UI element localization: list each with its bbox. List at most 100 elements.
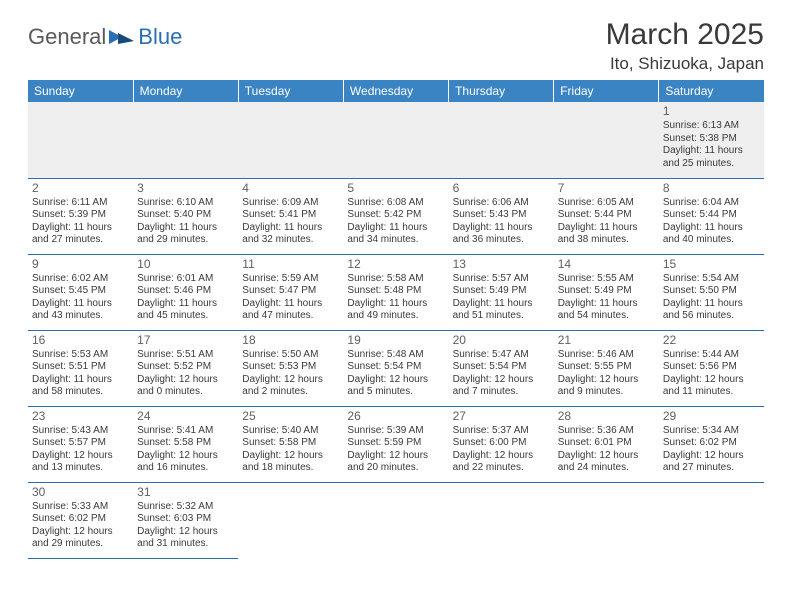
daylight-text: Daylight: 12 hours and 7 minutes. bbox=[453, 374, 550, 399]
calendar-cell: 14Sunrise: 5:55 AMSunset: 5:49 PMDayligh… bbox=[554, 254, 659, 330]
day-number: 30 bbox=[32, 485, 129, 500]
logo-text-1: General bbox=[28, 24, 106, 50]
calendar-cell: 25Sunrise: 5:40 AMSunset: 5:58 PMDayligh… bbox=[238, 406, 343, 482]
sunrise-text: Sunrise: 5:40 AM bbox=[242, 425, 339, 438]
daylight-text: Daylight: 12 hours and 22 minutes. bbox=[453, 450, 550, 475]
sunset-text: Sunset: 5:38 PM bbox=[663, 133, 760, 146]
daylight-text: Daylight: 11 hours and 27 minutes. bbox=[32, 222, 129, 247]
sunset-text: Sunset: 5:57 PM bbox=[32, 437, 129, 450]
day-number: 20 bbox=[453, 333, 550, 348]
calendar-cell: 27Sunrise: 5:37 AMSunset: 6:00 PMDayligh… bbox=[449, 406, 554, 482]
daylight-text: Daylight: 12 hours and 27 minutes. bbox=[663, 450, 760, 475]
daylight-text: Daylight: 11 hours and 32 minutes. bbox=[242, 222, 339, 247]
calendar-cell: 17Sunrise: 5:51 AMSunset: 5:52 PMDayligh… bbox=[133, 330, 238, 406]
sunrise-text: Sunrise: 6:08 AM bbox=[347, 197, 444, 210]
calendar-cell bbox=[238, 102, 343, 178]
calendar-cell: 28Sunrise: 5:36 AMSunset: 6:01 PMDayligh… bbox=[554, 406, 659, 482]
sunrise-text: Sunrise: 6:05 AM bbox=[558, 197, 655, 210]
calendar-cell: 22Sunrise: 5:44 AMSunset: 5:56 PMDayligh… bbox=[659, 330, 764, 406]
day-number: 29 bbox=[663, 409, 760, 424]
calendar-cell: 10Sunrise: 6:01 AMSunset: 5:46 PMDayligh… bbox=[133, 254, 238, 330]
calendar-cell bbox=[133, 102, 238, 178]
sunset-text: Sunset: 5:40 PM bbox=[137, 209, 234, 222]
daylight-text: Daylight: 11 hours and 49 minutes. bbox=[347, 298, 444, 323]
calendar-cell: 15Sunrise: 5:54 AMSunset: 5:50 PMDayligh… bbox=[659, 254, 764, 330]
calendar-cell: 11Sunrise: 5:59 AMSunset: 5:47 PMDayligh… bbox=[238, 254, 343, 330]
day-number: 24 bbox=[137, 409, 234, 424]
sunrise-text: Sunrise: 6:10 AM bbox=[137, 197, 234, 210]
calendar-cell: 21Sunrise: 5:46 AMSunset: 5:55 PMDayligh… bbox=[554, 330, 659, 406]
sunrise-text: Sunrise: 5:32 AM bbox=[137, 501, 234, 514]
day-number: 28 bbox=[558, 409, 655, 424]
daylight-text: Daylight: 11 hours and 45 minutes. bbox=[137, 298, 234, 323]
day-number: 26 bbox=[347, 409, 444, 424]
sunset-text: Sunset: 5:41 PM bbox=[242, 209, 339, 222]
sunrise-text: Sunrise: 5:37 AM bbox=[453, 425, 550, 438]
sunset-text: Sunset: 5:52 PM bbox=[137, 361, 234, 374]
day-number: 13 bbox=[453, 257, 550, 272]
daylight-text: Daylight: 11 hours and 29 minutes. bbox=[137, 222, 234, 247]
sunset-text: Sunset: 5:44 PM bbox=[663, 209, 760, 222]
calendar-week-row: 9Sunrise: 6:02 AMSunset: 5:45 PMDaylight… bbox=[28, 254, 764, 330]
day-header: Tuesday bbox=[238, 80, 343, 102]
calendar-week-row: 1Sunrise: 6:13 AMSunset: 5:38 PMDaylight… bbox=[28, 102, 764, 178]
month-title: March 2025 bbox=[606, 18, 764, 52]
sunrise-text: Sunrise: 5:57 AM bbox=[453, 273, 550, 286]
day-number: 27 bbox=[453, 409, 550, 424]
day-header: Saturday bbox=[659, 80, 764, 102]
sunrise-text: Sunrise: 5:47 AM bbox=[453, 349, 550, 362]
daylight-text: Daylight: 12 hours and 13 minutes. bbox=[32, 450, 129, 475]
sunset-text: Sunset: 5:58 PM bbox=[137, 437, 234, 450]
day-header: Wednesday bbox=[343, 80, 448, 102]
day-number: 31 bbox=[137, 485, 234, 500]
title-block: March 2025 Ito, Shizuoka, Japan bbox=[606, 18, 764, 74]
sunrise-text: Sunrise: 6:06 AM bbox=[453, 197, 550, 210]
calendar-cell: 30Sunrise: 5:33 AMSunset: 6:02 PMDayligh… bbox=[28, 482, 133, 558]
day-header: Monday bbox=[133, 80, 238, 102]
sunset-text: Sunset: 5:58 PM bbox=[242, 437, 339, 450]
calendar-week-row: 2Sunrise: 6:11 AMSunset: 5:39 PMDaylight… bbox=[28, 178, 764, 254]
daylight-text: Daylight: 11 hours and 43 minutes. bbox=[32, 298, 129, 323]
day-number: 15 bbox=[663, 257, 760, 272]
sunrise-text: Sunrise: 5:46 AM bbox=[558, 349, 655, 362]
calendar-body: 1Sunrise: 6:13 AMSunset: 5:38 PMDaylight… bbox=[28, 102, 764, 558]
daylight-text: Daylight: 12 hours and 18 minutes. bbox=[242, 450, 339, 475]
day-number: 12 bbox=[347, 257, 444, 272]
calendar-cell: 6Sunrise: 6:06 AMSunset: 5:43 PMDaylight… bbox=[449, 178, 554, 254]
calendar-cell: 9Sunrise: 6:02 AMSunset: 5:45 PMDaylight… bbox=[28, 254, 133, 330]
daylight-text: Daylight: 11 hours and 40 minutes. bbox=[663, 222, 760, 247]
calendar-cell: 7Sunrise: 6:05 AMSunset: 5:44 PMDaylight… bbox=[554, 178, 659, 254]
sunset-text: Sunset: 5:55 PM bbox=[558, 361, 655, 374]
daylight-text: Daylight: 12 hours and 2 minutes. bbox=[242, 374, 339, 399]
sunset-text: Sunset: 5:49 PM bbox=[453, 285, 550, 298]
day-number: 17 bbox=[137, 333, 234, 348]
sunrise-text: Sunrise: 5:39 AM bbox=[347, 425, 444, 438]
day-number: 9 bbox=[32, 257, 129, 272]
day-header: Friday bbox=[554, 80, 659, 102]
logo: General Blue bbox=[28, 18, 182, 50]
sunset-text: Sunset: 6:02 PM bbox=[32, 513, 129, 526]
day-number: 14 bbox=[558, 257, 655, 272]
sunrise-text: Sunrise: 5:48 AM bbox=[347, 349, 444, 362]
sunrise-text: Sunrise: 5:44 AM bbox=[663, 349, 760, 362]
sunset-text: Sunset: 5:51 PM bbox=[32, 361, 129, 374]
calendar-cell: 23Sunrise: 5:43 AMSunset: 5:57 PMDayligh… bbox=[28, 406, 133, 482]
calendar-cell: 18Sunrise: 5:50 AMSunset: 5:53 PMDayligh… bbox=[238, 330, 343, 406]
sunrise-text: Sunrise: 5:54 AM bbox=[663, 273, 760, 286]
day-header: Thursday bbox=[449, 80, 554, 102]
calendar-week-row: 16Sunrise: 5:53 AMSunset: 5:51 PMDayligh… bbox=[28, 330, 764, 406]
daylight-text: Daylight: 11 hours and 34 minutes. bbox=[347, 222, 444, 247]
calendar-cell: 3Sunrise: 6:10 AMSunset: 5:40 PMDaylight… bbox=[133, 178, 238, 254]
day-number: 22 bbox=[663, 333, 760, 348]
calendar-cell: 24Sunrise: 5:41 AMSunset: 5:58 PMDayligh… bbox=[133, 406, 238, 482]
daylight-text: Daylight: 11 hours and 51 minutes. bbox=[453, 298, 550, 323]
day-number: 10 bbox=[137, 257, 234, 272]
daylight-text: Daylight: 11 hours and 58 minutes. bbox=[32, 374, 129, 399]
calendar-cell bbox=[449, 102, 554, 178]
sunrise-text: Sunrise: 6:01 AM bbox=[137, 273, 234, 286]
day-number: 23 bbox=[32, 409, 129, 424]
daylight-text: Daylight: 11 hours and 54 minutes. bbox=[558, 298, 655, 323]
daylight-text: Daylight: 12 hours and 5 minutes. bbox=[347, 374, 444, 399]
day-number: 11 bbox=[242, 257, 339, 272]
sunrise-text: Sunrise: 6:04 AM bbox=[663, 197, 760, 210]
